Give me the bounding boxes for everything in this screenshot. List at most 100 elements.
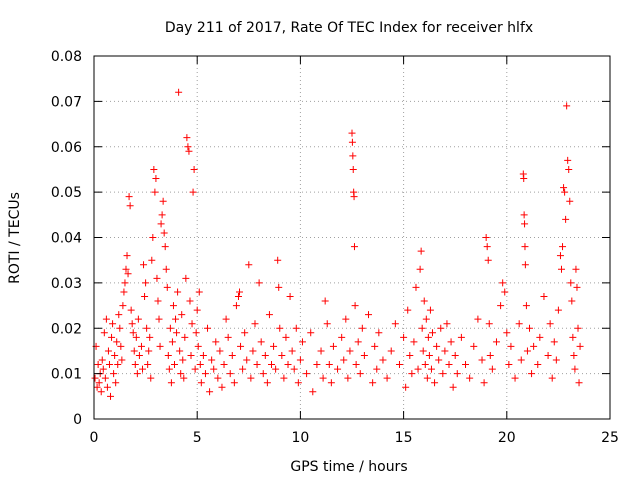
data-point bbox=[486, 351, 494, 359]
data-point bbox=[107, 392, 115, 400]
data-point bbox=[100, 329, 108, 337]
data-point bbox=[317, 347, 325, 355]
data-point bbox=[147, 374, 155, 382]
data-point bbox=[321, 297, 329, 305]
data-point bbox=[173, 329, 181, 337]
data-point bbox=[177, 370, 185, 378]
data-point bbox=[365, 311, 373, 319]
x-tick-label: 15 bbox=[395, 430, 413, 446]
data-point bbox=[350, 243, 358, 251]
data-point bbox=[131, 361, 139, 369]
data-point bbox=[272, 365, 280, 373]
data-point bbox=[237, 342, 245, 350]
data-point bbox=[515, 320, 523, 328]
data-point bbox=[117, 342, 125, 350]
data-point bbox=[155, 315, 163, 323]
data-point bbox=[255, 279, 263, 287]
data-point bbox=[426, 306, 434, 314]
data-point bbox=[278, 351, 286, 359]
data-point bbox=[146, 333, 154, 341]
data-point bbox=[103, 383, 111, 391]
data-point bbox=[222, 315, 230, 323]
data-point bbox=[387, 347, 395, 355]
data-point bbox=[115, 311, 123, 319]
x-tick-label: 20 bbox=[498, 430, 516, 446]
data-point bbox=[152, 175, 160, 183]
data-point bbox=[145, 347, 153, 355]
data-point bbox=[170, 361, 178, 369]
data-point bbox=[360, 351, 368, 359]
data-point bbox=[192, 329, 200, 337]
data-point bbox=[99, 365, 107, 373]
data-point bbox=[137, 342, 145, 350]
data-point bbox=[141, 292, 149, 300]
data-point bbox=[375, 329, 383, 337]
data-point bbox=[274, 256, 282, 264]
data-point bbox=[253, 361, 261, 369]
data-point bbox=[383, 374, 391, 382]
data-point bbox=[98, 356, 106, 364]
data-point bbox=[417, 247, 425, 255]
data-point bbox=[199, 351, 207, 359]
data-point bbox=[206, 388, 214, 396]
data-point bbox=[185, 147, 193, 155]
y-tick-label: 0.02 bbox=[51, 321, 82, 337]
data-point bbox=[352, 361, 360, 369]
data-point bbox=[184, 143, 192, 151]
data-point bbox=[251, 320, 259, 328]
data-point bbox=[181, 333, 189, 341]
data-point bbox=[418, 324, 426, 332]
data-point bbox=[528, 370, 536, 378]
data-point bbox=[224, 333, 232, 341]
data-point bbox=[182, 274, 190, 282]
data-point bbox=[548, 374, 556, 382]
data-point bbox=[143, 324, 151, 332]
data-point bbox=[97, 388, 105, 396]
data-point bbox=[196, 361, 204, 369]
axis-tick-labels: 0 5 10 15 20 25 0 0.01 0.02 0.03 0.04 0.05 0.06 0.07 0… bbox=[51, 49, 619, 446]
data-point bbox=[563, 102, 571, 110]
data-point bbox=[404, 306, 412, 314]
data-point bbox=[294, 379, 302, 387]
data-point bbox=[303, 370, 311, 378]
data-point bbox=[562, 215, 570, 223]
data-point bbox=[342, 315, 350, 323]
chart-title: Day 211 of 2017, Rate Of TEC Index for r… bbox=[165, 20, 533, 36]
data-point bbox=[567, 279, 575, 287]
data-point bbox=[197, 379, 205, 387]
data-point bbox=[162, 265, 170, 273]
data-point bbox=[521, 243, 529, 251]
data-point bbox=[142, 279, 150, 287]
data-point bbox=[511, 374, 519, 382]
data-point bbox=[118, 356, 126, 364]
data-point bbox=[344, 374, 352, 382]
data-point bbox=[391, 320, 399, 328]
data-point bbox=[288, 347, 296, 355]
data-point bbox=[125, 193, 133, 201]
data-point bbox=[190, 165, 198, 173]
data-point bbox=[247, 374, 255, 382]
data-point bbox=[284, 361, 292, 369]
data-point bbox=[161, 243, 169, 251]
data-point bbox=[180, 374, 188, 382]
data-point bbox=[349, 165, 357, 173]
data-point bbox=[186, 297, 194, 305]
x-tick-label: 5 bbox=[193, 430, 202, 446]
data-point bbox=[550, 338, 558, 346]
data-point bbox=[268, 361, 276, 369]
data-point bbox=[109, 320, 117, 328]
data-point bbox=[187, 351, 195, 359]
x-tick-label: 10 bbox=[291, 430, 309, 446]
data-point bbox=[424, 333, 432, 341]
data-point bbox=[164, 351, 172, 359]
data-point bbox=[191, 365, 199, 373]
data-point bbox=[358, 324, 366, 332]
data-point bbox=[421, 361, 429, 369]
data-point bbox=[534, 361, 542, 369]
data-point bbox=[414, 365, 422, 373]
data-point bbox=[406, 351, 414, 359]
data-point bbox=[134, 315, 142, 323]
data-point bbox=[457, 333, 465, 341]
data-point bbox=[163, 283, 171, 291]
data-point bbox=[195, 288, 203, 296]
